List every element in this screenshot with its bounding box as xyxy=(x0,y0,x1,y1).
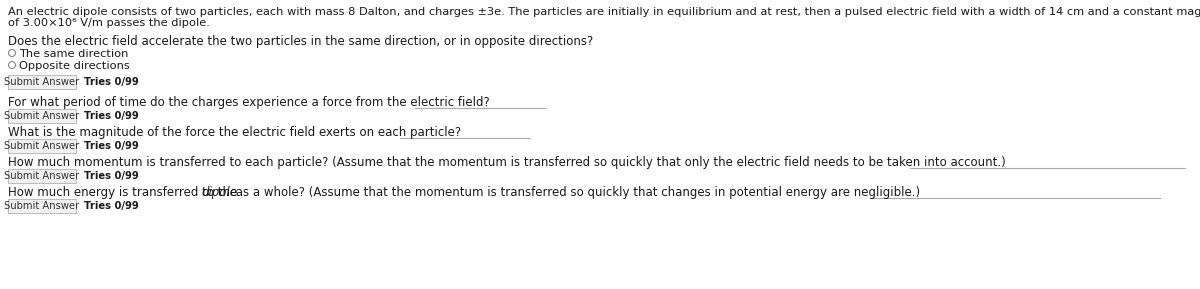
Text: Does the electric field accelerate the two particles in the same direction, or i: Does the electric field accelerate the t… xyxy=(8,35,593,48)
FancyBboxPatch shape xyxy=(8,169,76,183)
Text: Tries 0/99: Tries 0/99 xyxy=(84,77,139,87)
Text: Submit Answer: Submit Answer xyxy=(5,111,79,121)
Text: Submit Answer: Submit Answer xyxy=(5,77,79,87)
Text: Tries 0/99: Tries 0/99 xyxy=(84,141,139,151)
Text: of 3.00×10⁶ V/m passes the dipole.: of 3.00×10⁶ V/m passes the dipole. xyxy=(8,18,210,28)
Text: dipole: dipole xyxy=(202,186,238,199)
FancyBboxPatch shape xyxy=(8,199,76,213)
Text: Tries 0/99: Tries 0/99 xyxy=(84,171,139,181)
FancyBboxPatch shape xyxy=(8,139,76,153)
Text: The same direction: The same direction xyxy=(19,49,128,59)
Text: Submit Answer: Submit Answer xyxy=(5,201,79,211)
Text: How much energy is transferred to the: How much energy is transferred to the xyxy=(8,186,241,199)
FancyBboxPatch shape xyxy=(8,109,76,123)
Text: An electric dipole consists of two particles, each with mass 8 Dalton, and charg: An electric dipole consists of two parti… xyxy=(8,7,1200,17)
Text: as a whole? (Assume that the momentum is transferred so quickly that changes in : as a whole? (Assume that the momentum is… xyxy=(233,186,920,199)
Text: How much momentum is transferred to each particle? (Assume that the momentum is : How much momentum is transferred to each… xyxy=(8,156,1006,169)
FancyBboxPatch shape xyxy=(8,75,76,89)
Text: Tries 0/99: Tries 0/99 xyxy=(84,111,139,121)
Text: Opposite directions: Opposite directions xyxy=(19,61,130,71)
Text: What is the magnitude of the force the electric field exerts on each particle?: What is the magnitude of the force the e… xyxy=(8,126,461,139)
Text: For what period of time do the charges experience a force from the electric fiel: For what period of time do the charges e… xyxy=(8,96,490,109)
Text: Tries 0/99: Tries 0/99 xyxy=(84,201,139,211)
Text: Submit Answer: Submit Answer xyxy=(5,171,79,181)
Text: Submit Answer: Submit Answer xyxy=(5,141,79,151)
